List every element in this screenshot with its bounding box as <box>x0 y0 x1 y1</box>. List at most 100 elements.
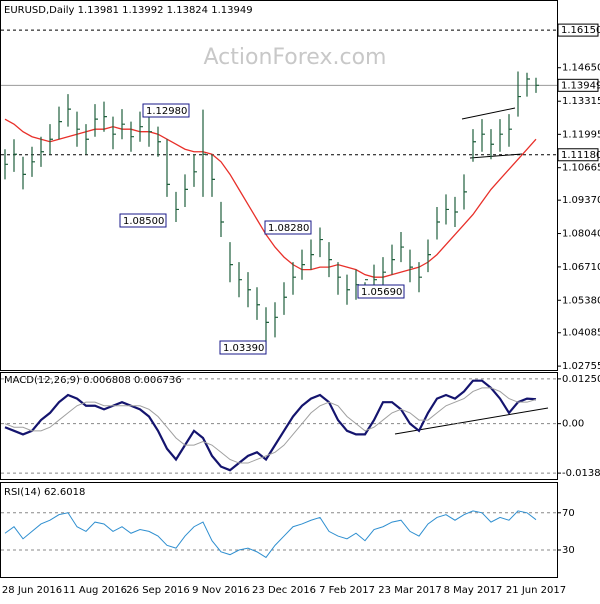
y-tick-label: 1.04085 <box>562 328 600 339</box>
ohlc-bar <box>490 129 494 160</box>
ohlc-bar <box>166 139 170 197</box>
annotation: 1.12980 <box>146 106 187 117</box>
ohlc-bar <box>463 174 467 210</box>
ohlc-bar <box>85 124 89 155</box>
ohlc-bar <box>40 136 44 167</box>
ohlc-bar <box>22 156 26 190</box>
ohlc-bar <box>454 196 458 228</box>
y-tick-label: 1.06710 <box>562 262 600 273</box>
x-tick-label: 23 Dec 2016 <box>252 585 316 596</box>
ohlc-bar <box>445 194 449 225</box>
x-tick-label: 21 Jun 2017 <box>506 585 566 596</box>
ohlc-bar <box>13 139 17 172</box>
ohlc-bar <box>517 71 521 117</box>
y-tick-label: 1.08040 <box>562 229 600 240</box>
x-tick-label: 8 May 2017 <box>444 585 503 596</box>
annotation-box <box>119 213 167 228</box>
annotation-box <box>357 284 405 299</box>
x-tick-label: 28 Jun 2016 <box>2 585 62 596</box>
ohlc-bar <box>31 146 35 177</box>
y-tick-label: 1.05380 <box>562 295 600 306</box>
watermark: ActionForex.com <box>204 45 387 70</box>
level-label: 1.13949 <box>561 80 600 91</box>
rsi-frame <box>0 482 558 578</box>
ohlc-bar <box>130 121 134 152</box>
level-label: 1.11180 <box>561 150 600 161</box>
indicator-line <box>4 510 537 559</box>
ohlc-bar <box>292 262 296 295</box>
ohlc-bar <box>67 94 71 127</box>
annotation-box <box>142 103 190 118</box>
y-tick-label: 1.11995 <box>562 129 600 140</box>
annotation: 1.08280 <box>268 223 309 234</box>
ohlc-bar <box>346 274 350 305</box>
moving-average <box>4 118 537 278</box>
ohlc-bar <box>409 249 413 283</box>
level-box <box>557 78 599 92</box>
ohlc-bar <box>499 119 503 152</box>
level-label: 1.16150 <box>561 25 600 36</box>
y-tick-label: -0.013813 <box>562 468 600 479</box>
y-tick-label: 30 <box>562 545 575 556</box>
price-frame <box>0 0 558 371</box>
ohlc-bar <box>139 111 143 142</box>
ohlc-bar <box>436 206 440 240</box>
ohlc-bar <box>247 272 251 308</box>
ohlc-bar <box>382 257 386 288</box>
level-box <box>557 23 599 37</box>
ohlc-bar <box>526 72 530 97</box>
y-tick-label: 1.09370 <box>562 195 600 206</box>
y-tick-label: 70 <box>562 508 575 519</box>
ohlc-bar <box>310 239 314 270</box>
ohlc-bar <box>94 104 98 137</box>
x-tick-label: 7 Feb 2017 <box>319 585 375 596</box>
ohlc-bar <box>256 287 260 320</box>
ohlc-bar <box>220 201 224 238</box>
ohlc-bar <box>391 244 395 275</box>
y-tick-label: 0.00 <box>562 419 584 430</box>
ohlc-bar <box>283 282 287 315</box>
level-box <box>557 148 599 162</box>
macd-title: MACD(12,26,9) 0.006808 0.006736 <box>4 375 182 386</box>
indicator-line <box>4 379 537 472</box>
ohlc-bar <box>400 232 404 263</box>
ohlc-bar <box>301 249 305 280</box>
ohlc-bar <box>4 149 8 180</box>
ohlc-bar <box>472 129 476 162</box>
ohlc-bar <box>193 154 197 187</box>
ohlc-bar <box>58 106 62 140</box>
ohlc-bar <box>49 124 53 155</box>
x-tick-label: 26 Sep 2016 <box>126 585 189 596</box>
ohlc-bar <box>175 191 179 222</box>
trendline <box>461 107 516 120</box>
ohlc-bar <box>427 239 431 273</box>
ohlc-bar <box>148 116 152 147</box>
macd-frame <box>0 372 558 480</box>
x-tick-label: 11 Aug 2016 <box>63 585 127 596</box>
annotation: 1.05690 <box>361 287 402 298</box>
ohlc-bar <box>535 77 539 93</box>
y-tick-label: 1.10665 <box>562 163 600 174</box>
ohlc-bar <box>319 227 323 258</box>
y-tick-label: 1.13315 <box>562 96 600 107</box>
ohlc-bar <box>202 109 206 197</box>
annotation-box <box>219 340 267 355</box>
ohlc-bar <box>274 302 278 338</box>
ohlc-bar <box>76 111 80 147</box>
ohlc-bar <box>418 262 422 293</box>
ohlc-bar <box>184 174 188 207</box>
y-tick-label: 1.02755 <box>562 361 600 372</box>
x-tick-label: 23 Mar 2017 <box>378 585 441 596</box>
ohlc-bar <box>328 242 332 278</box>
x-tick-label: 9 Nov 2016 <box>192 585 250 596</box>
y-tick-label: 0.012509 <box>562 374 600 385</box>
ohlc-bar <box>508 114 512 147</box>
ohlc-bar <box>337 262 341 295</box>
ohlc-bar <box>211 154 215 197</box>
chart-title: EURUSD,Daily 1.13981 1.13992 1.13824 1.1… <box>4 5 253 16</box>
annotation: 1.08500 <box>123 216 164 227</box>
ohlc-bar <box>238 262 242 298</box>
ohlc-bar <box>112 116 116 150</box>
rsi-title: RSI(14) 62.6018 <box>4 487 85 498</box>
